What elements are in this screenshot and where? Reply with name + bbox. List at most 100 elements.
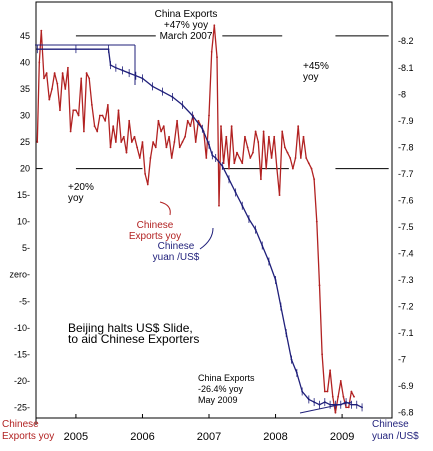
point-exports <box>173 141 176 143</box>
point-exports <box>45 72 48 74</box>
right-tick-label: -8.2 <box>398 36 414 46</box>
annotation-plus20: yoy <box>68 193 84 204</box>
point-exports <box>176 119 178 122</box>
left-tick-label: 10- <box>17 217 30 227</box>
point-exports <box>162 125 165 128</box>
point-exports <box>337 395 340 398</box>
point-exports <box>152 141 155 143</box>
point-exports <box>149 157 152 159</box>
series-line-yuan <box>37 48 363 408</box>
point-exports <box>114 141 117 143</box>
point-exports <box>48 98 51 101</box>
point-exports <box>117 109 120 112</box>
point-exports <box>289 157 292 159</box>
point-exports <box>40 29 43 32</box>
left-tick-label: -25- <box>14 402 30 412</box>
left-tick-label: -15- <box>14 349 30 359</box>
left-axis-title: Chinese <box>2 419 39 430</box>
x-tick-label: 2007 <box>197 431 221 443</box>
right-axis-title: Chinese <box>372 419 409 430</box>
point-exports <box>278 194 281 197</box>
point-exports <box>321 353 324 356</box>
point-exports <box>246 146 249 149</box>
series-line-exports <box>36 24 355 414</box>
point-exports <box>218 204 220 207</box>
point-exports <box>165 146 168 149</box>
left-tick-label: zero- <box>9 270 30 280</box>
point-exports <box>136 146 139 149</box>
point-exports <box>157 119 160 122</box>
left-tick-label: -10- <box>14 323 30 333</box>
point-exports <box>286 151 289 154</box>
right-tick-label: -6.9 <box>398 381 414 391</box>
point-exports <box>252 151 254 154</box>
point-exports <box>61 72 64 74</box>
point-exports <box>254 130 257 133</box>
point-exports <box>64 88 67 90</box>
point-exports <box>216 56 218 59</box>
point-exports <box>241 162 244 165</box>
point-exports <box>260 178 262 181</box>
point-exports <box>59 109 61 112</box>
point-exports <box>299 157 302 159</box>
point-exports <box>310 167 313 170</box>
annotation-series-exports: Chinese <box>137 220 174 231</box>
point-exports <box>244 135 246 138</box>
point-exports <box>353 395 355 398</box>
point-exports <box>112 125 115 128</box>
x-tick-label: 2008 <box>263 431 287 443</box>
point-exports <box>281 130 284 133</box>
point-exports <box>228 167 230 170</box>
left-tick-label: -5- <box>19 296 30 306</box>
right-tick-label: -7.4 <box>398 248 414 258</box>
right-tick-label: -7 <box>398 355 406 365</box>
point-exports <box>120 141 123 143</box>
point-exports <box>130 141 133 143</box>
annotation-may2009: May 2009 <box>198 395 238 405</box>
point-exports <box>294 157 297 159</box>
point-exports <box>154 146 157 149</box>
point-exports <box>302 135 305 138</box>
point-exports <box>318 284 321 287</box>
point-exports <box>128 119 131 122</box>
point-exports <box>56 82 59 85</box>
point-exports <box>194 141 197 143</box>
right-tick-label: -7.6 <box>398 195 414 205</box>
point-exports <box>93 125 96 128</box>
point-exports <box>313 178 316 181</box>
point-exports <box>77 114 80 117</box>
point-exports <box>106 104 109 106</box>
point-exports <box>83 130 85 133</box>
right-tick-label: -7.7 <box>398 169 414 179</box>
point-exports <box>104 119 107 122</box>
annotation-series-yuan: Chinese <box>158 241 195 252</box>
point-exports <box>51 88 53 90</box>
left-tick-label: 40 <box>20 57 30 67</box>
point-exports <box>109 146 112 149</box>
x-tick-label: 2009 <box>330 431 354 443</box>
point-exports <box>98 114 101 117</box>
left-tick-label: 35 <box>20 84 30 94</box>
point-exports <box>43 77 45 80</box>
point-exports <box>122 135 125 138</box>
point-exports <box>265 167 268 170</box>
point-exports <box>125 151 128 154</box>
annotation-leader <box>299 401 353 414</box>
point-exports <box>186 119 189 122</box>
point-exports <box>146 183 149 186</box>
left-tick-label: -20- <box>14 376 30 386</box>
point-exports <box>181 141 184 143</box>
point-exports <box>75 109 77 112</box>
point-exports <box>69 130 72 133</box>
point-exports <box>334 411 337 414</box>
annotation-may2009: China Exports <box>198 373 255 383</box>
point-exports <box>283 146 286 149</box>
point-exports <box>144 172 147 175</box>
point-exports <box>323 390 326 393</box>
point-exports <box>38 61 41 64</box>
point-exports <box>168 135 170 138</box>
point-exports <box>138 157 141 159</box>
point-exports <box>36 141 39 143</box>
